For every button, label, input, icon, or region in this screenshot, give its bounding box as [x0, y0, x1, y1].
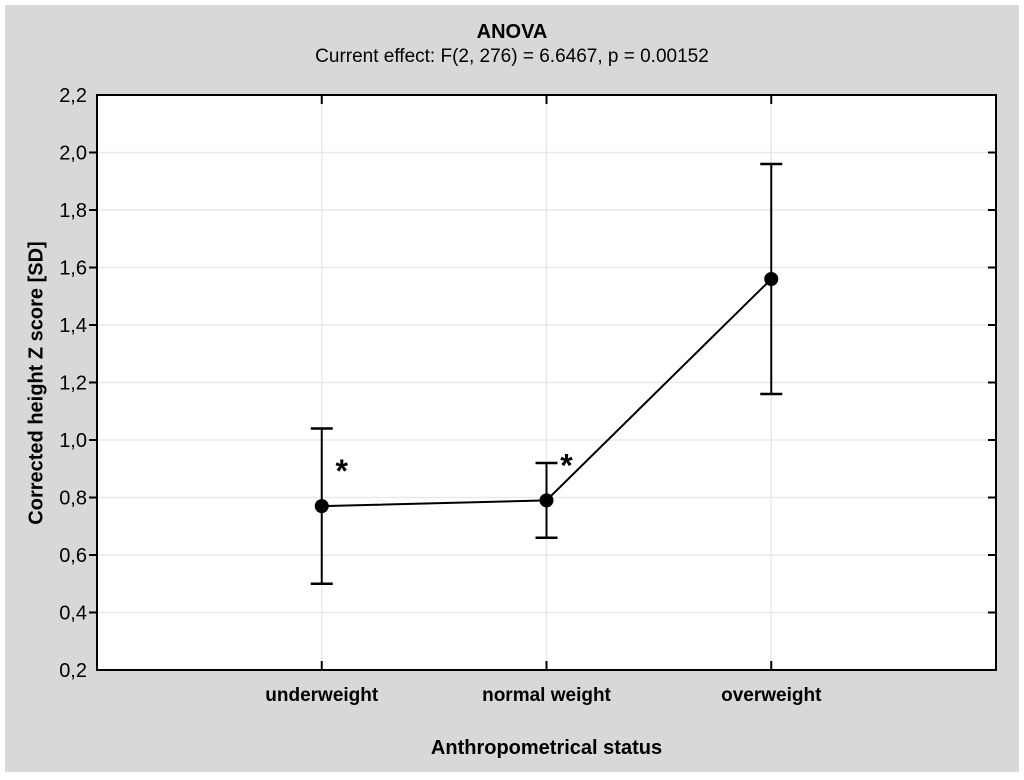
y-tick-label: 1,2	[59, 373, 87, 395]
y-tick-label: 0,8	[59, 488, 87, 510]
y-tick-label: 0,4	[59, 603, 87, 625]
y-tick-label: 0,2	[59, 660, 87, 682]
y-tick-label: 0,6	[59, 545, 87, 567]
y-tick-label: 1,6	[59, 258, 87, 280]
x-category-label: underweight	[265, 685, 379, 706]
significance-asterisk: *	[560, 447, 573, 483]
y-tick-label: 1,4	[59, 315, 87, 337]
chart-subtitle: Current effect: F(2, 276) = 6.6467, p = …	[315, 46, 709, 67]
x-axis-title: Anthropometrical status	[430, 737, 663, 759]
y-axis-title: Corrected height Z score [SD]	[25, 241, 48, 525]
data-point-normal-weight	[539, 493, 554, 508]
y-tick-label: 2,0	[59, 143, 87, 165]
significance-asterisk: *	[336, 453, 349, 489]
y-tick-label: 2,2	[59, 85, 87, 107]
chart-title: ANOVA	[476, 21, 548, 43]
x-category-label: overweight	[721, 685, 822, 706]
y-tick-label: 1,8	[59, 200, 87, 222]
x-category-label: normal weight	[482, 685, 611, 706]
data-point-underweight	[314, 499, 329, 514]
y-tick-label: 1,0	[59, 430, 87, 452]
data-point-overweight	[764, 272, 779, 286]
